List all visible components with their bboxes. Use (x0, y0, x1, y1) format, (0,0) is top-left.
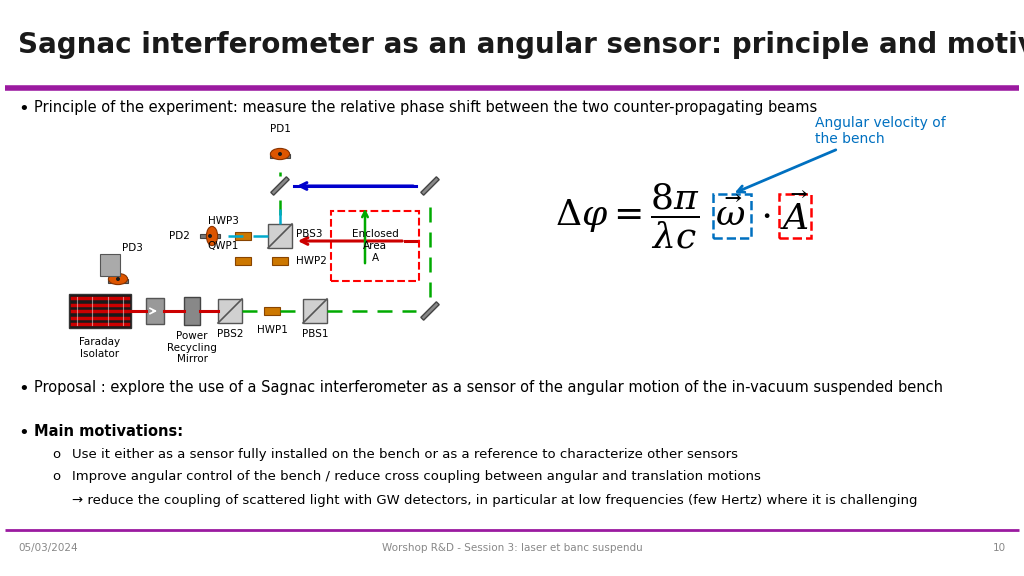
Polygon shape (268, 224, 292, 248)
Text: Main motivations:: Main motivations: (34, 424, 183, 439)
Text: o: o (52, 470, 60, 483)
Bar (272, 257, 288, 265)
Text: $\cdot$: $\cdot$ (760, 199, 770, 233)
Text: HWP2: HWP2 (296, 256, 327, 266)
Text: •: • (18, 424, 29, 442)
Text: HWP1: HWP1 (257, 325, 288, 335)
Text: PD2: PD2 (169, 231, 190, 241)
Text: $\vec{A}$: $\vec{A}$ (780, 195, 810, 237)
Ellipse shape (109, 274, 128, 285)
Ellipse shape (207, 226, 217, 245)
Bar (234, 257, 251, 265)
Text: Principle of the experiment: measure the relative phase shift between the two co: Principle of the experiment: measure the… (34, 100, 817, 115)
Text: Power
Recycling
Mirror: Power Recycling Mirror (167, 331, 217, 364)
Bar (421, 302, 439, 320)
Text: PBS3: PBS3 (296, 229, 323, 239)
Text: •: • (18, 380, 29, 398)
Text: Enclosed
Area
A: Enclosed Area A (351, 229, 398, 263)
Text: Use it either as a sensor fully installed on the bench or as a reference to char: Use it either as a sensor fully installe… (72, 448, 738, 461)
Text: •: • (18, 100, 29, 118)
Polygon shape (303, 299, 327, 323)
Bar (270, 154, 290, 158)
Text: o: o (52, 448, 60, 461)
Polygon shape (218, 299, 242, 323)
Text: PBS1: PBS1 (302, 329, 329, 339)
Text: → reduce the coupling of scattered light with GW detectors, in particular at low: → reduce the coupling of scattered light… (72, 494, 918, 507)
Bar (270, 177, 289, 195)
Bar (69, 294, 131, 328)
Bar (421, 177, 439, 195)
Bar (331, 211, 419, 281)
Bar (234, 232, 251, 240)
Ellipse shape (116, 277, 120, 281)
Bar (264, 307, 280, 315)
Text: $\Delta\varphi = \dfrac{8\pi}{\lambda c}$: $\Delta\varphi = \dfrac{8\pi}{\lambda c}… (555, 181, 699, 251)
Text: Sagnac interferometer as an angular sensor: principle and motivations: Sagnac interferometer as an angular sens… (18, 31, 1024, 59)
Bar (146, 298, 164, 324)
Text: 10: 10 (993, 543, 1006, 553)
Bar (184, 297, 200, 325)
Bar (201, 234, 219, 238)
Text: QWP1: QWP1 (208, 241, 239, 251)
Text: PD3: PD3 (122, 243, 143, 253)
Text: 05/03/2024: 05/03/2024 (18, 543, 78, 553)
Text: HWP3: HWP3 (208, 216, 239, 226)
Text: Faraday
Isolator: Faraday Isolator (80, 337, 121, 359)
Text: PD1: PD1 (269, 124, 291, 134)
Ellipse shape (278, 152, 282, 156)
Text: Improve angular control of the bench / reduce cross coupling between angular and: Improve angular control of the bench / r… (72, 470, 761, 483)
Text: PBS2: PBS2 (217, 329, 244, 339)
Bar (100, 254, 120, 276)
Text: $\vec{\omega}$: $\vec{\omega}$ (715, 199, 745, 233)
Ellipse shape (270, 149, 290, 160)
Text: Worshop R&D - Session 3: laser et banc suspendu: Worshop R&D - Session 3: laser et banc s… (382, 543, 642, 553)
Text: Proposal : explore the use of a Sagnac interferometer as a sensor of the angular: Proposal : explore the use of a Sagnac i… (34, 380, 943, 395)
Ellipse shape (208, 234, 212, 238)
Bar (109, 279, 128, 283)
Text: Angular velocity of
the bench: Angular velocity of the bench (737, 116, 946, 192)
